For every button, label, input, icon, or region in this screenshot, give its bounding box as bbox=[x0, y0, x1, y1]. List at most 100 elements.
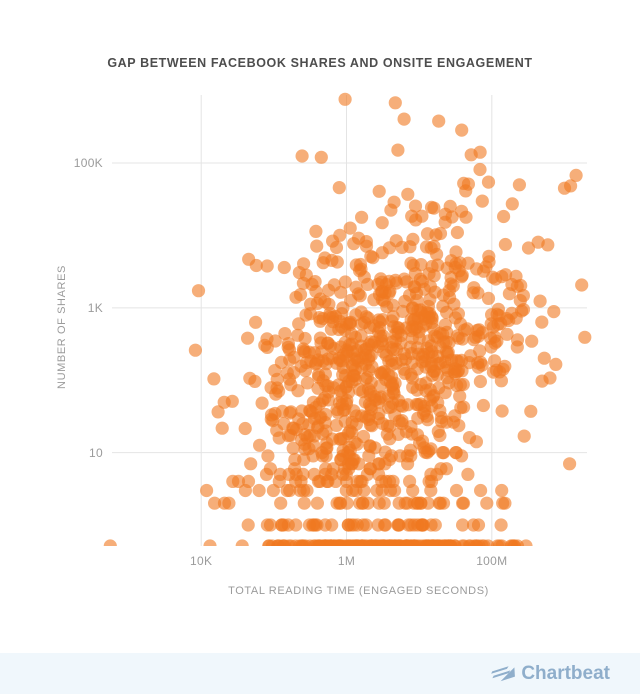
data-point bbox=[259, 467, 274, 481]
x-tick-label: 10K bbox=[190, 554, 213, 568]
data-point bbox=[547, 305, 561, 319]
data-point bbox=[338, 92, 352, 106]
data-point bbox=[310, 496, 324, 510]
data-point bbox=[364, 335, 378, 349]
data-point bbox=[455, 123, 469, 137]
data-point bbox=[377, 496, 391, 510]
data-point bbox=[410, 383, 424, 397]
chartbeat-flag-icon bbox=[491, 666, 516, 682]
data-point bbox=[510, 279, 524, 293]
data-point bbox=[504, 539, 518, 546]
data-point bbox=[316, 312, 330, 326]
data-point bbox=[505, 197, 519, 211]
data-point bbox=[471, 286, 485, 300]
data-point bbox=[286, 441, 300, 455]
data-point bbox=[509, 269, 523, 283]
data-point bbox=[453, 378, 467, 392]
data-point bbox=[203, 539, 217, 546]
data-point bbox=[347, 404, 361, 418]
data-point bbox=[338, 275, 352, 289]
data-point bbox=[415, 518, 430, 532]
data-point bbox=[439, 335, 453, 349]
data-point bbox=[385, 335, 399, 349]
data-point bbox=[347, 237, 361, 251]
data-point bbox=[563, 457, 577, 471]
data-point bbox=[533, 294, 547, 308]
data-point bbox=[359, 235, 373, 249]
data-point bbox=[330, 496, 344, 510]
data-point bbox=[319, 462, 333, 476]
data-point bbox=[453, 389, 467, 403]
data-point bbox=[327, 278, 341, 292]
data-point bbox=[490, 539, 505, 546]
data-point bbox=[396, 399, 410, 413]
data-point bbox=[549, 357, 563, 371]
data-point bbox=[537, 351, 551, 365]
data-point bbox=[525, 334, 539, 348]
data-point bbox=[288, 462, 302, 476]
data-point bbox=[385, 358, 399, 372]
data-point bbox=[406, 232, 420, 246]
data-point bbox=[433, 356, 447, 370]
data-point bbox=[500, 327, 514, 341]
x-axis-label: TOTAL READING TIME (ENGAGED SECONDS) bbox=[228, 585, 489, 597]
data-point bbox=[261, 449, 275, 463]
data-point bbox=[333, 228, 347, 242]
data-point bbox=[277, 260, 291, 275]
data-point bbox=[543, 371, 557, 385]
data-point bbox=[241, 518, 255, 532]
y-tick-label: 1K bbox=[87, 300, 103, 315]
chartbeat-wordmark: Chartbeat bbox=[521, 662, 610, 684]
data-point bbox=[352, 383, 366, 397]
data-point bbox=[404, 256, 418, 270]
data-point bbox=[280, 366, 294, 380]
data-point bbox=[494, 518, 508, 532]
data-point bbox=[497, 209, 511, 224]
data-point bbox=[423, 292, 437, 307]
data-point bbox=[325, 518, 339, 532]
data-point bbox=[443, 199, 457, 213]
data-point bbox=[578, 330, 592, 344]
data-point bbox=[362, 449, 376, 463]
data-point bbox=[322, 385, 336, 399]
data-point bbox=[541, 238, 555, 252]
chartbeat-logo[interactable]: Chartbeat bbox=[491, 663, 610, 685]
data-point bbox=[241, 474, 256, 488]
data-point bbox=[283, 428, 298, 442]
data-point bbox=[305, 406, 319, 420]
data-point bbox=[386, 474, 400, 488]
data-point bbox=[476, 398, 490, 413]
data-point bbox=[484, 340, 498, 354]
data-point bbox=[456, 496, 470, 510]
data-point bbox=[473, 374, 487, 389]
data-point bbox=[517, 429, 531, 443]
data-point bbox=[471, 518, 486, 532]
data-point bbox=[244, 457, 258, 471]
data-point bbox=[377, 294, 391, 308]
data-point bbox=[324, 322, 338, 336]
data-point bbox=[360, 467, 374, 481]
data-point bbox=[253, 438, 267, 452]
data-point bbox=[516, 303, 531, 317]
data-point bbox=[332, 181, 346, 195]
data-point bbox=[281, 518, 295, 532]
data-point bbox=[474, 483, 488, 498]
data-point bbox=[512, 178, 527, 192]
data-point bbox=[364, 348, 378, 363]
data-point bbox=[410, 428, 425, 442]
data-point bbox=[297, 257, 311, 271]
data-point bbox=[491, 302, 505, 316]
data-point bbox=[217, 496, 232, 510]
data-point bbox=[215, 421, 229, 435]
data-point bbox=[241, 331, 255, 345]
data-point bbox=[418, 445, 432, 459]
data-point bbox=[446, 415, 461, 429]
data-point bbox=[336, 444, 350, 458]
data-point bbox=[519, 539, 533, 546]
data-point bbox=[383, 539, 397, 546]
data-point bbox=[477, 539, 491, 546]
data-point bbox=[283, 353, 297, 367]
data-point bbox=[343, 221, 357, 235]
data-point bbox=[375, 275, 389, 289]
